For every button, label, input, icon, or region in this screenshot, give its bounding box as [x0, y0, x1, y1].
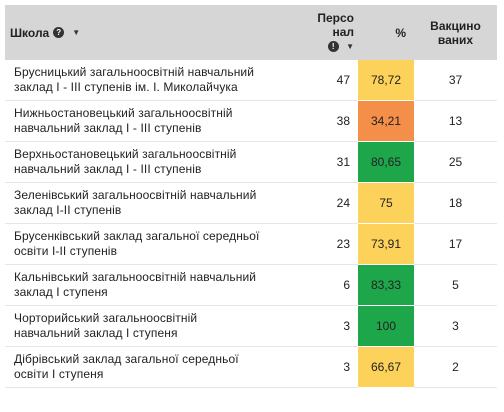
vaccinated-count-cell: 2 — [414, 346, 497, 388]
vaccinated-count-cell: 3 — [414, 305, 497, 347]
info-icon[interactable]: ? — [53, 27, 65, 38]
vaccination-table: Школа ? ▼ Персо нал ! ▼ % Вакцино в — [5, 5, 497, 388]
percent-cell: 83,33 — [358, 264, 414, 306]
vaccinated-count-cell: 5 — [414, 264, 497, 306]
table-body: Брусницький загальноосвітній навчальний з… — [5, 60, 497, 388]
percent-cell: 78,72 — [358, 60, 414, 101]
table-row[interactable]: Нижньостановецький загальноосвітній навча… — [5, 100, 497, 142]
staff-count-cell: 23 — [308, 223, 358, 265]
school-name-line: Брусницький загальноосвітній навчальний — [14, 65, 255, 79]
school-name-cell: Нижньостановецький загальноосвітній навча… — [5, 100, 308, 142]
sort-caret-icon[interactable]: ▼ — [72, 28, 81, 37]
percent-cell: 34,21 — [358, 100, 414, 142]
school-name-cell: Дібрівський заклад загальної середньої ос… — [5, 346, 308, 388]
school-name-line: навчальний заклад I - III ступенів — [14, 162, 202, 176]
table-row[interactable]: Кальнівський загальноосвітній навчальний… — [5, 264, 497, 306]
vaccinated-count-cell: 13 — [414, 100, 497, 142]
percent-cell: 73,91 — [358, 223, 414, 265]
header-vacc-line1: Вакцино — [430, 18, 481, 33]
table-row[interactable]: Брусницький загальноосвітній навчальний з… — [5, 60, 497, 101]
table-row[interactable]: Дібрівський заклад загальної середньої ос… — [5, 346, 497, 388]
table-header-row: Школа ? ▼ Персо нал ! ▼ % Вакцино в — [5, 5, 497, 60]
percent-cell: 100 — [358, 305, 414, 347]
school-name-line: Нижньостановецький загальноосвітній — [14, 106, 233, 120]
school-name-cell: Кальнівський загальноосвітній навчальний… — [5, 264, 308, 306]
staff-count-cell: 24 — [308, 182, 358, 224]
table-row[interactable]: Чорторийський загальноосвітній навчальний… — [5, 305, 497, 347]
vaccinated-count-cell: 18 — [414, 182, 497, 224]
school-name-line: Верхньостановецький загальноосвітній — [14, 147, 237, 161]
vaccinated-count-cell: 17 — [414, 223, 497, 265]
staff-count-cell: 38 — [308, 100, 358, 142]
table-row[interactable]: Зеленівський загальноосвітній навчальний… — [5, 182, 497, 224]
school-name-cell: Чорторийський загальноосвітній навчальний… — [5, 305, 308, 347]
header-staff[interactable]: Персо нал ! ▼ — [308, 5, 358, 60]
staff-count-cell: 31 — [308, 141, 358, 183]
school-name-line: Кальнівський загальноосвітній навчальний — [14, 270, 257, 284]
school-name-line: Брусенківський заклад загальної середньо… — [14, 229, 260, 243]
school-name-line: освіти I ступеня — [14, 367, 104, 381]
school-name-line: освіти I-II ступенів — [14, 244, 118, 258]
vaccinated-count-cell: 25 — [414, 141, 497, 183]
school-name-line: заклад I - III ступенів ім. І. Миколайчу… — [14, 80, 238, 94]
header-vaccinated[interactable]: Вакцино ваних — [414, 5, 497, 60]
school-name-line: заклад I ступеня — [14, 285, 108, 299]
school-name-line: навчальний заклад I - III ступенів — [14, 121, 202, 135]
info-icon[interactable]: ! — [327, 41, 339, 53]
table-row[interactable]: Брусенківський заклад загальної середньо… — [5, 223, 497, 265]
header-staff-line2: нал — [332, 25, 354, 40]
school-name-cell: Брусенківський заклад загальної середньо… — [5, 223, 308, 265]
header-school[interactable]: Школа ? ▼ — [5, 5, 308, 60]
header-school-label: Школа — [10, 25, 50, 40]
staff-count-cell: 6 — [308, 264, 358, 306]
vaccinated-count-cell: 37 — [414, 60, 497, 101]
staff-count-cell: 47 — [308, 60, 358, 101]
header-percent[interactable]: % — [358, 5, 414, 60]
school-name-cell: Зеленівський загальноосвітній навчальний… — [5, 182, 308, 224]
school-name-cell: Верхньостановецький загальноосвітній навч… — [5, 141, 308, 183]
school-name-line: Чорторийський загальноосвітній — [14, 311, 198, 325]
percent-cell: 66,67 — [358, 346, 414, 388]
school-name-line: навчальний заклад I ступеня — [14, 326, 178, 340]
staff-count-cell: 3 — [308, 305, 358, 347]
staff-count-cell: 3 — [308, 346, 358, 388]
school-name-line: заклад I-II ступенів — [14, 203, 122, 217]
percent-cell: 75 — [358, 182, 414, 224]
school-name-cell: Брусницький загальноосвітній навчальний з… — [5, 60, 308, 101]
header-staff-line1: Персо — [317, 11, 354, 26]
school-name-line: Зеленівський загальноосвітній навчальний — [14, 188, 257, 202]
header-vacc-line2: ваних — [437, 32, 474, 47]
school-name-line: Дібрівський заклад загальної середньої — [14, 352, 239, 366]
sort-caret-icon[interactable]: ▼ — [346, 41, 354, 51]
percent-cell: 80,65 — [358, 141, 414, 183]
table-row[interactable]: Верхньостановецький загальноосвітній навч… — [5, 141, 497, 183]
